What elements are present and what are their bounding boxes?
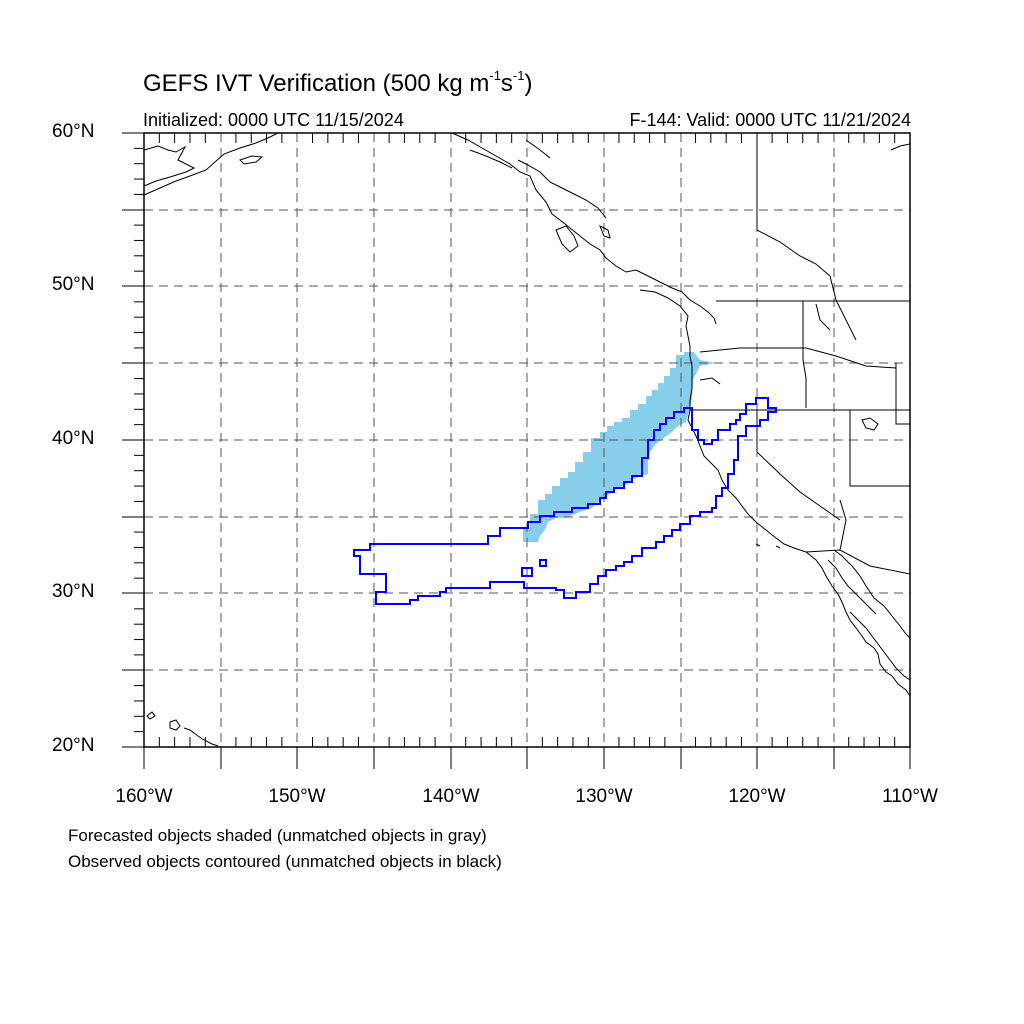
graticule [144,133,910,747]
axis-ticks [122,132,911,769]
legend-observed-note: Observed objects contoured (unmatched ob… [68,852,502,871]
lat-label-50n: 50°N [52,274,95,295]
title-end: ) [524,70,533,97]
observed-object-main [353,397,777,605]
title-mid: s [500,70,513,97]
coastlines [143,132,911,747]
observed-object-small-1 [521,567,533,577]
initialized-label: Initialized: 0000 UTC 11/15/2024 [143,110,404,130]
lon-label-110w: 110°W [882,786,938,807]
lon-label-140w: 140°W [422,786,480,807]
lat-label-20n: 20°N [52,735,95,756]
legend-forecast-note: Forecasted objects shaded (unmatched obj… [68,826,487,845]
observed-object-small-2 [539,559,547,567]
observed-object-contours [353,397,777,605]
lat-label-30n: 30°N [52,581,95,602]
lat-label-40n: 40°N [52,428,95,449]
title-exponent-1: -1 [489,68,501,83]
lat-label-60n: 60°N [52,121,95,142]
boundaries [690,133,911,575]
minor-ticks [134,133,896,747]
map-title: GEFS IVT Verification (500 kg m-1s-1) [143,68,533,98]
forecast-object [523,352,715,542]
lon-label-150w: 150°W [268,786,326,807]
lon-label-130w: 130°W [575,786,633,807]
title-exponent-2: -1 [512,68,525,83]
lon-label-160w: 160°W [115,786,173,807]
title-main: GEFS IVT Verification (500 kg m [143,70,490,97]
valid-label: F-144: Valid: 0000 UTC 11/21/2024 [629,110,911,130]
lon-label-120w: 120°W [728,786,786,807]
